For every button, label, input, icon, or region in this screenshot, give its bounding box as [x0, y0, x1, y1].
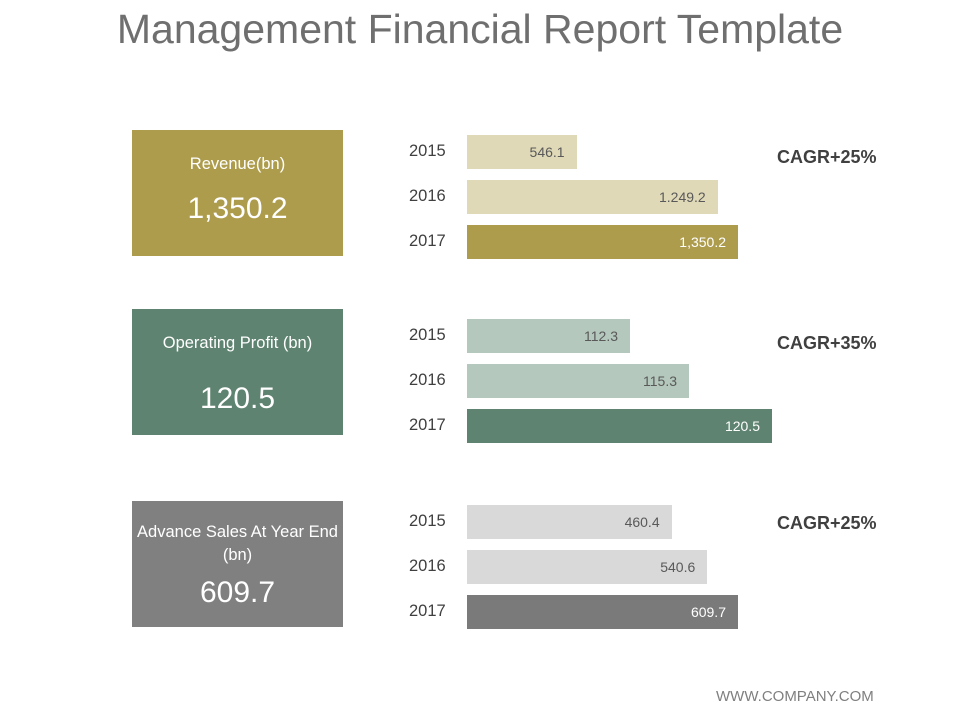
advance-sales-bar-value-2016: 540.6: [660, 559, 696, 575]
advance-sales-card-label: Advance Sales At Year End (bn): [137, 523, 338, 564]
operating-profit-cagr-annotation: CAGR+35%: [777, 333, 877, 353]
operating-profit-bar-value-2015: 112.3: [584, 328, 618, 344]
revenue-bar-2016: 1.249.2: [467, 180, 718, 214]
footer-url: WWW.COMPANY.COM: [716, 688, 874, 705]
operating-profit-bar-2017: 120.5: [467, 409, 772, 443]
operating-profit-bar-value-2016: 115.3: [643, 373, 677, 389]
operating-profit-card: Operating Profit (bn) 120.5: [132, 309, 343, 435]
revenue-year-label-2016: 2016: [409, 187, 446, 205]
advance-sales-card: Advance Sales At Year End (bn) 609.7: [132, 501, 343, 627]
advance-sales-bar-2017: 609.7: [467, 595, 738, 629]
operating-profit-bar-2015: 112.3: [467, 319, 630, 353]
advance-sales-year-label-2017: 2017: [409, 602, 446, 620]
operating-profit-year-label-2017: 2017: [409, 416, 446, 434]
operating-profit-bar-2016: 115.3: [467, 364, 689, 398]
revenue-year-label-2015: 2015: [409, 142, 446, 160]
advance-sales-bar-value-2017: 609.7: [690, 604, 726, 620]
page-title: Management Financial Report Template: [116, 6, 844, 52]
advance-sales-bar-2016: 540.6: [467, 550, 708, 584]
advance-sales-year-label-2016: 2016: [409, 557, 446, 575]
advance-sales-year-label-2015: 2015: [409, 512, 446, 530]
revenue-bar-value-2015: 546.1: [529, 144, 565, 160]
revenue-bar-2015: 546.1: [467, 135, 577, 169]
revenue-card-label: Revenue(bn): [189, 155, 286, 173]
advance-sales-bar-value-2015: 460.4: [624, 514, 660, 530]
advance-sales-cagr-annotation: CAGR+25%: [777, 513, 877, 533]
operating-profit-card-value: 120.5: [199, 382, 276, 415]
operating-profit-bar-value-2017: 120.5: [724, 418, 760, 434]
revenue-card-value: 1,350.2: [187, 192, 288, 225]
revenue-year-label-2017: 2017: [409, 232, 446, 250]
operating-profit-year-label-2016: 2016: [409, 371, 446, 389]
operating-profit-year-label-2015: 2015: [409, 326, 446, 344]
operating-profit-card-label: Operating Profit (bn): [162, 334, 313, 352]
revenue-bar-2017: 1,350.2: [467, 225, 738, 259]
advance-sales-card-value: 609.7: [199, 576, 276, 609]
advance-sales-bar-2015: 460.4: [467, 505, 672, 539]
revenue-bar-value-2016: 1.249.2: [659, 189, 706, 205]
revenue-card: Revenue(bn) 1,350.2: [132, 130, 343, 256]
revenue-bar-value-2017: 1,350.2: [679, 234, 726, 250]
revenue-cagr-annotation: CAGR+25%: [777, 147, 877, 167]
